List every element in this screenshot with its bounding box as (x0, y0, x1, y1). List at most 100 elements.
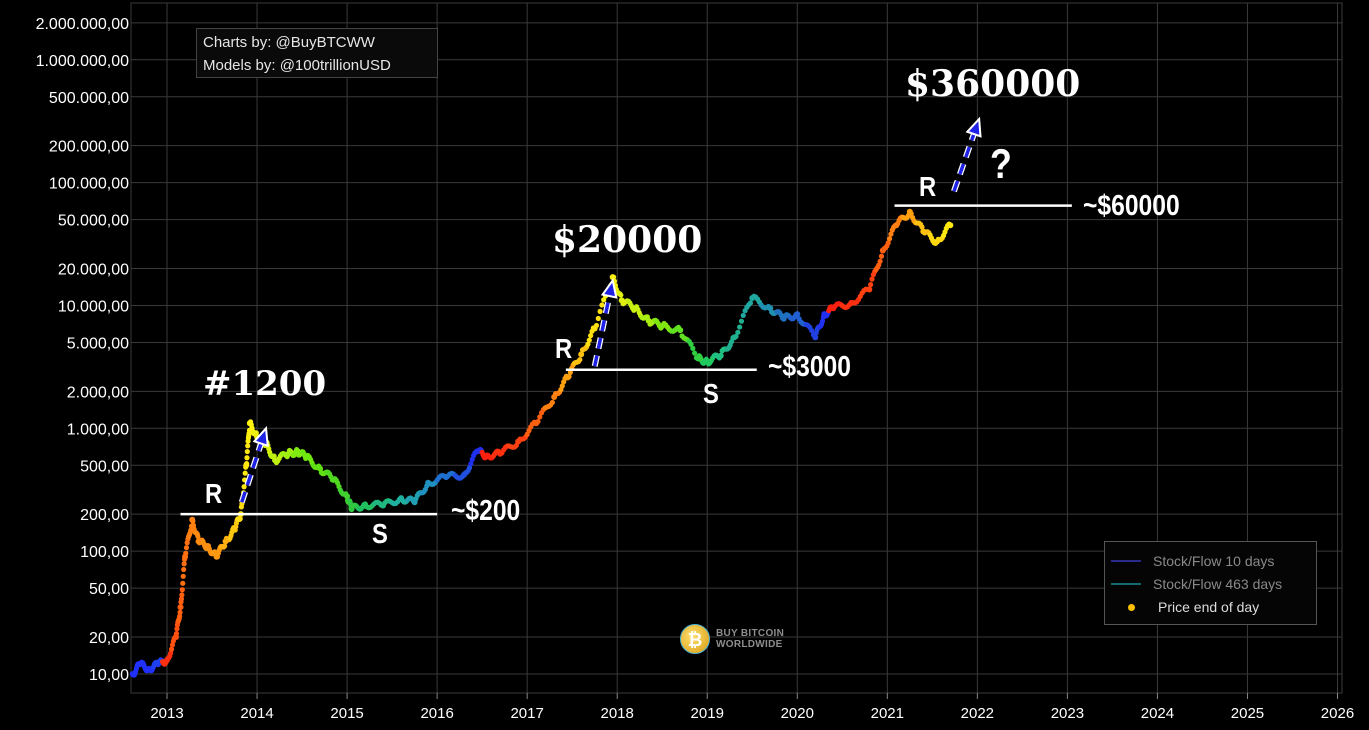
legend-item-sf10[interactable]: Stock/Flow 10 days (1111, 551, 1274, 571)
price-point (885, 240, 891, 246)
y-tick-label: 10.000,00 (58, 298, 129, 315)
x-tick-label: 2016 (420, 705, 453, 722)
credit-charts: Charts by: @BuyBTCWW (203, 34, 375, 51)
x-tick-label: 2019 (691, 705, 724, 722)
y-tick-label: 2.000.000,00 (36, 16, 130, 33)
y-tick-label: 50,00 (89, 581, 129, 598)
price-point (177, 609, 183, 615)
price-point (809, 327, 815, 334)
price-point (869, 276, 875, 282)
price-point (733, 333, 739, 339)
label-s-2015: S (372, 518, 388, 549)
buy-bitcoin-worldwide-logo: ₿ BUY BITCOIN WORLDWIDE (680, 624, 784, 654)
price-point (177, 604, 184, 611)
arrow-head (252, 425, 269, 448)
label-r-2017: R (555, 333, 573, 364)
price-point (735, 329, 741, 335)
price-point (237, 516, 243, 522)
price-point (601, 297, 607, 303)
price-point (677, 327, 684, 334)
price-point (740, 312, 746, 319)
y-tick-label: 1.000.000,00 (36, 53, 130, 70)
price-point (868, 282, 874, 288)
x-tick-label: 2021 (871, 705, 904, 722)
logo-text-line1: BUY BITCOIN (716, 628, 785, 639)
y-tick-label: 5.000,00 (67, 335, 129, 352)
arrow-head (600, 277, 618, 299)
y-tick-label: 50.000,00 (58, 213, 129, 230)
legend-swatch-sf10 (1111, 560, 1141, 562)
price-point (535, 418, 541, 425)
label-r-2021: R (919, 171, 937, 202)
price-point (877, 258, 883, 264)
arrow-head (965, 116, 982, 138)
price-point (222, 543, 228, 549)
bitcoin-coin-icon: ₿ (680, 624, 710, 654)
annotation-20000: $20000 (552, 219, 703, 261)
legend-swatch-price (1128, 603, 1135, 611)
price-point (168, 650, 174, 656)
price-point (241, 484, 247, 490)
annotation-360000: $360000 (905, 63, 1081, 105)
price-point (183, 550, 189, 556)
y-tick-label: 2.000,00 (67, 384, 129, 401)
price-point (190, 518, 196, 524)
price-point (595, 315, 601, 322)
price-point (242, 470, 248, 476)
price-point (168, 646, 175, 652)
label-60000: ~$60000 (1083, 190, 1180, 222)
legend-item-price[interactable]: Price end of day (1111, 597, 1259, 617)
price-point (244, 461, 250, 467)
price-point (179, 587, 185, 593)
credit-models: Models by: @100trillionUSD (203, 57, 391, 74)
price-point (537, 414, 543, 420)
label-3000: ~$3000 (768, 351, 851, 383)
x-tick-label: 2026 (1321, 705, 1354, 722)
y-tick-label: 20,00 (89, 630, 129, 647)
logo-text-line2: WORLDWIDE (716, 639, 783, 650)
x-axis-ticks: 2013 2014 2015 2016 2017 2018 2019 2020 2021 2022… (150, 693, 1354, 722)
y-tick-label: 10,00 (89, 667, 129, 684)
arrow-shaft (592, 295, 612, 367)
price-point (317, 465, 324, 472)
x-tick-label: 2020 (781, 705, 814, 722)
price-point (610, 274, 617, 280)
price-point (549, 399, 555, 406)
y-tick-label: 100.000,00 (49, 176, 129, 193)
price-point (567, 369, 573, 375)
legend-label-sf10: Stock/Flow 10 days (1153, 553, 1275, 569)
price-point (618, 292, 624, 298)
price-point (794, 311, 801, 318)
price-point (566, 374, 572, 380)
price-point (466, 465, 473, 471)
price-point (181, 566, 187, 573)
price-point (559, 383, 565, 389)
arrow-shaft (952, 133, 976, 192)
arrows (238, 116, 982, 504)
price-point (599, 302, 605, 308)
price-point (886, 236, 893, 242)
y-tick-label: 100,00 (80, 544, 129, 561)
price-point (688, 341, 694, 347)
price-point (597, 308, 603, 315)
legend-item-sf463[interactable]: Stock/Flow 463 days (1111, 574, 1282, 594)
price-point (183, 545, 190, 551)
price-point (690, 345, 696, 351)
price-point (344, 493, 351, 500)
price-point (819, 318, 826, 324)
credits-box: Charts by: @BuyBTCWW Models by: @100tril… (196, 28, 438, 78)
price-point (179, 592, 185, 598)
price-point (244, 448, 250, 455)
x-tick-label: 2025 (1231, 705, 1264, 722)
price-point (578, 351, 585, 358)
price-point (747, 300, 754, 306)
price-point (181, 561, 187, 567)
price-point (588, 333, 594, 339)
x-tick-label: 2024 (1141, 705, 1174, 722)
price-point (888, 231, 894, 237)
price-point (468, 461, 474, 467)
y-tick-label: 20.000,00 (58, 261, 129, 278)
price-point (180, 580, 186, 586)
y-tick-label: 200,00 (80, 507, 129, 524)
